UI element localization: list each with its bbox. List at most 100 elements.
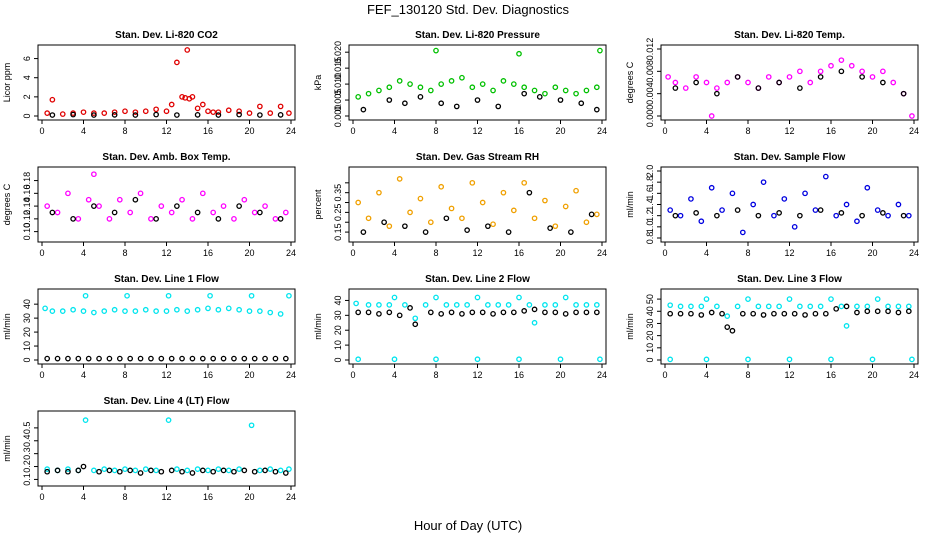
data-point <box>412 315 419 322</box>
data-point <box>490 310 496 317</box>
y-axis-label: ml/min <box>2 435 12 462</box>
data-point <box>205 467 211 474</box>
y-tick-label: 0.35 <box>333 184 343 202</box>
data-point <box>168 209 175 216</box>
data-point <box>96 355 102 362</box>
data-point <box>739 229 746 236</box>
data-point <box>828 62 834 69</box>
series-1 <box>42 292 292 317</box>
x-tick-label: 8 <box>122 370 127 380</box>
y-tick-label: 40 <box>22 299 32 309</box>
y-tick-label: 0.25 <box>333 204 343 222</box>
data-point <box>210 355 217 362</box>
data-point <box>59 308 66 314</box>
data-point <box>246 308 253 314</box>
data-point <box>521 84 528 91</box>
data-point <box>443 215 450 222</box>
data-point <box>677 303 684 310</box>
data-point <box>433 356 439 363</box>
data-point <box>59 111 66 117</box>
data-point <box>44 203 51 209</box>
data-point <box>210 209 217 216</box>
panel-title: Stan. Dev. Li-820 CO2 <box>115 30 218 41</box>
data-point <box>776 210 782 216</box>
data-point <box>593 84 600 91</box>
data-point <box>142 466 149 472</box>
data-point <box>122 308 128 314</box>
y-tick-label: 0.15 <box>333 223 343 241</box>
data-point <box>386 223 393 230</box>
x-tick-label: 20 <box>244 492 254 502</box>
data-point <box>179 468 185 475</box>
data-point <box>189 355 196 362</box>
data-point <box>386 302 393 308</box>
x-tick-label: 24 <box>286 370 296 380</box>
data-point <box>54 355 61 362</box>
data-point <box>148 216 154 222</box>
data-point <box>760 179 767 186</box>
series-1 <box>665 57 915 119</box>
data-point <box>417 94 424 100</box>
x-tick-label: 4 <box>704 370 709 380</box>
data-point <box>205 305 211 312</box>
data-point <box>257 112 263 118</box>
data-point <box>365 309 372 316</box>
data-point <box>833 305 840 312</box>
data-point <box>781 196 788 202</box>
data-point <box>500 189 507 196</box>
data-point <box>391 294 398 301</box>
data-point <box>215 306 222 313</box>
data-point <box>111 112 118 118</box>
data-point <box>148 355 154 362</box>
data-point <box>272 216 279 222</box>
data-point <box>542 90 548 97</box>
y-tick-label: 0 <box>333 357 343 362</box>
panel-title: Stan. Dev. Line 2 Flow <box>425 274 530 285</box>
data-point <box>184 467 191 474</box>
x-tick-label: 20 <box>867 370 877 380</box>
data-point <box>179 94 185 100</box>
data-point <box>194 105 201 112</box>
x-tick-label: 16 <box>203 126 213 136</box>
panel-title: Stan. Dev. Amb. Box Temp. <box>102 152 230 163</box>
data-point <box>797 212 803 219</box>
y-tick-label: 30 <box>645 318 655 328</box>
x-tick-label: 0 <box>350 126 355 136</box>
data-point <box>593 106 600 113</box>
series-2 <box>44 463 289 476</box>
data-point <box>573 90 579 97</box>
data-point <box>781 310 788 317</box>
data-point <box>557 356 564 363</box>
data-point <box>583 219 590 226</box>
y-tick-label: 0.2 <box>22 460 32 473</box>
data-point <box>776 79 782 86</box>
data-point <box>869 74 876 80</box>
data-point <box>485 223 491 230</box>
data-point <box>91 309 97 316</box>
x-tick-label: 4 <box>392 126 397 136</box>
data-point <box>231 216 237 222</box>
x-tick-label: 20 <box>867 126 877 136</box>
data-point <box>542 197 548 204</box>
x-tick-label: 12 <box>784 370 794 380</box>
data-point <box>199 355 206 362</box>
plot-frame <box>37 410 296 487</box>
x-tick-label: 16 <box>826 248 836 258</box>
data-point <box>448 78 455 84</box>
data-point <box>422 302 429 308</box>
y-tick-label: 0 <box>645 357 655 362</box>
data-point <box>153 106 159 113</box>
data-point <box>376 302 382 308</box>
data-point <box>583 87 590 94</box>
data-point <box>729 327 736 334</box>
data-point <box>236 203 242 209</box>
panel-2: Stan. Dev. Li-820 Pressure kPa 0 4 8 12 16 20 24… <box>313 30 607 136</box>
y-tick-label: 4 <box>22 75 32 80</box>
series-2 <box>672 68 907 97</box>
x-tick-label: 24 <box>909 370 919 380</box>
y-tick-label: 0.10 <box>22 223 32 241</box>
data-point <box>667 207 674 213</box>
data-point <box>241 355 248 362</box>
data-point <box>771 212 777 219</box>
